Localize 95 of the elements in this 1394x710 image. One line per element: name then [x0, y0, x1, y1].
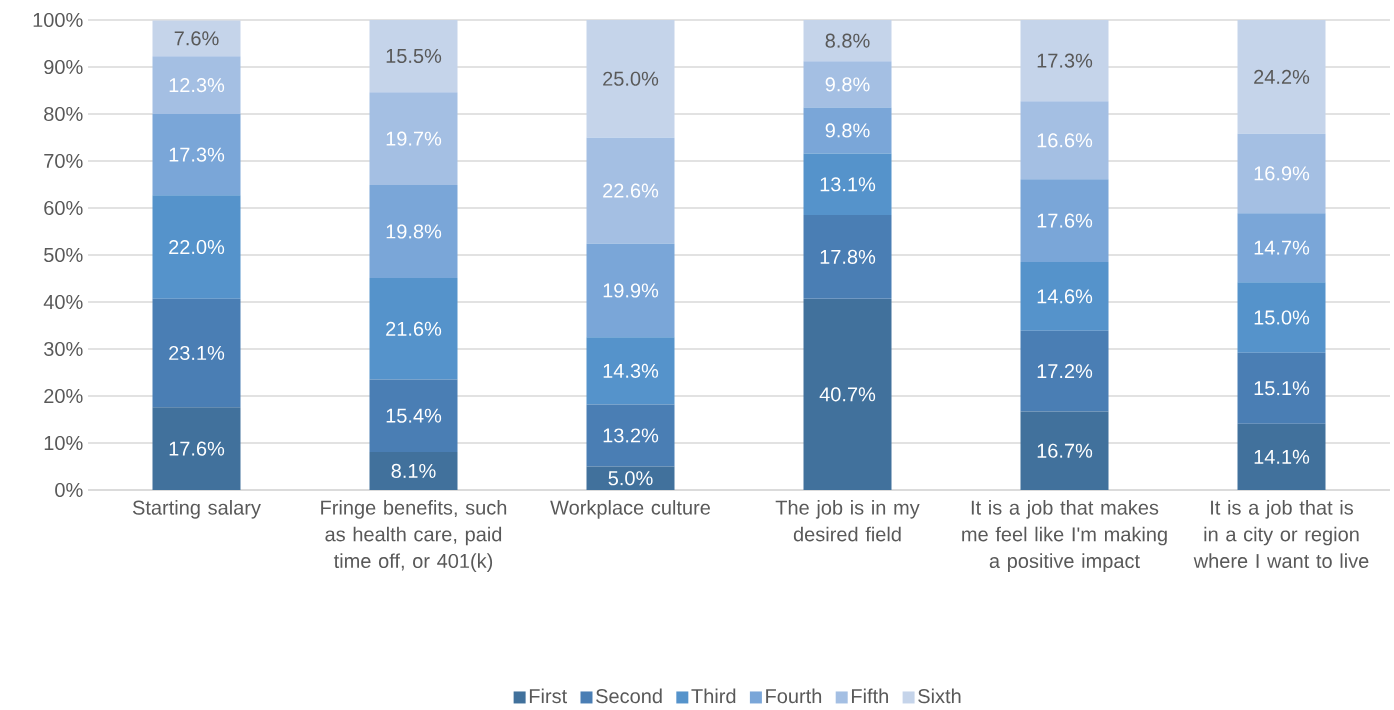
- bar: [803, 214, 892, 299]
- x-tick-label: The job is in my desired field: [775, 499, 920, 542]
- data-label: 12.3%: [169, 77, 225, 92]
- data-label: 8.1%: [391, 463, 436, 478]
- data-label: 14.1%: [1254, 449, 1310, 464]
- bar: [369, 19, 458, 93]
- data-label: 13.1%: [820, 176, 876, 192]
- bar: [1237, 282, 1326, 353]
- y-tick-label: 30%: [44, 341, 83, 356]
- data-label: 17.8%: [820, 249, 876, 264]
- bar: [586, 404, 675, 467]
- data-label: 15.4%: [386, 408, 442, 423]
- y-tick-label: 50%: [44, 247, 83, 262]
- bar: [1020, 330, 1109, 412]
- bar: [1020, 101, 1109, 180]
- x-tick-label: Starting salary: [132, 499, 261, 519]
- data-label: 21.6%: [386, 321, 442, 336]
- data-label: 17.6%: [169, 441, 225, 456]
- data-label: 16.9%: [1254, 166, 1310, 181]
- y-tick-label: 0%: [55, 482, 83, 497]
- bar: [586, 466, 675, 490]
- data-label: 16.7%: [1037, 443, 1093, 458]
- data-label: 17.3%: [1037, 53, 1093, 68]
- data-label: 14.6%: [1037, 289, 1093, 304]
- x-tick-label: Fringe benefits, such as health care, paid time off, or 401(k): [321, 499, 507, 572]
- data-label: 19.7%: [386, 131, 442, 146]
- y-tick-label: 70%: [44, 153, 83, 168]
- y-tick-label: 10%: [44, 435, 83, 450]
- bar: [1237, 133, 1326, 213]
- data-label: 14.3%: [603, 363, 659, 378]
- data-label: 22.0%: [169, 239, 225, 254]
- data-label: 24.2%: [1254, 69, 1310, 84]
- bar: [369, 184, 458, 278]
- x-tick-label: It is a job that is in a city or region where I want to live: [1193, 499, 1369, 568]
- legend-label: Second: [596, 688, 662, 704]
- bar: [586, 243, 675, 338]
- data-label: 13.2%: [603, 428, 659, 443]
- data-label: 14.7%: [1254, 240, 1310, 255]
- y-tick-label: 40%: [43, 294, 83, 309]
- bar: [152, 55, 241, 114]
- data-label: 17.3%: [169, 147, 225, 162]
- bar: [803, 298, 892, 490]
- y-tick-label: 90%: [44, 59, 83, 74]
- data-label: 15.1%: [1254, 381, 1310, 396]
- bar: [1237, 212, 1326, 283]
- data-label: 17.6%: [1037, 213, 1093, 228]
- y-tick-label: 80%: [44, 106, 83, 121]
- y-tick-label: 20%: [44, 388, 83, 403]
- bar: [803, 19, 892, 62]
- bar: [369, 92, 458, 185]
- bar: [1237, 19, 1326, 134]
- data-label: 9.8%: [825, 77, 870, 92]
- data-label: 22.6%: [603, 183, 659, 198]
- bar: [586, 19, 675, 138]
- bar: [152, 113, 241, 196]
- bar: [803, 153, 892, 215]
- bar: [586, 137, 675, 244]
- x-tick-label: It is a job that makes me feel like I'm making a positive impact: [962, 499, 1167, 572]
- data-label: 16.6%: [1037, 133, 1093, 148]
- data-label: 25.0%: [603, 71, 659, 86]
- bar: [152, 195, 241, 299]
- bar: [152, 407, 241, 490]
- bar: [1237, 352, 1326, 424]
- data-label: 15.0%: [1254, 310, 1310, 325]
- bar: [1020, 411, 1109, 490]
- bar: [803, 61, 892, 108]
- data-label: 19.8%: [386, 224, 442, 239]
- data-label: 23.1%: [169, 345, 225, 360]
- bar: [586, 337, 675, 405]
- data-label: 9.8%: [825, 123, 870, 138]
- data-label: 15.5%: [386, 48, 442, 63]
- data-label: 7.6%: [174, 31, 219, 46]
- data-label: 19.9%: [603, 283, 659, 298]
- bar: [369, 379, 458, 452]
- bar: [803, 107, 892, 154]
- bar: [152, 20, 241, 56]
- bar: [369, 451, 458, 490]
- legend-label: First: [529, 688, 568, 704]
- y-tick-label: 60%: [44, 200, 83, 215]
- bar: [369, 277, 458, 380]
- data-label: 5.0%: [608, 470, 653, 486]
- bar: [1020, 261, 1109, 331]
- legend-label: Sixth: [918, 688, 961, 704]
- data-label: 8.8%: [825, 33, 870, 48]
- data-label: 17.2%: [1037, 363, 1093, 378]
- legend-label: Fifth: [851, 688, 888, 703]
- bar: [1020, 179, 1109, 262]
- y-tick-label: 100%: [33, 12, 83, 27]
- bar: [1237, 423, 1326, 490]
- data-label: 40.7%: [819, 387, 876, 402]
- bar: [152, 298, 241, 408]
- bar: [1020, 19, 1109, 102]
- x-tick-label: Workplace culture: [550, 499, 710, 519]
- legend-label: Fourth: [766, 688, 822, 704]
- legend-label: Third: [691, 688, 736, 704]
